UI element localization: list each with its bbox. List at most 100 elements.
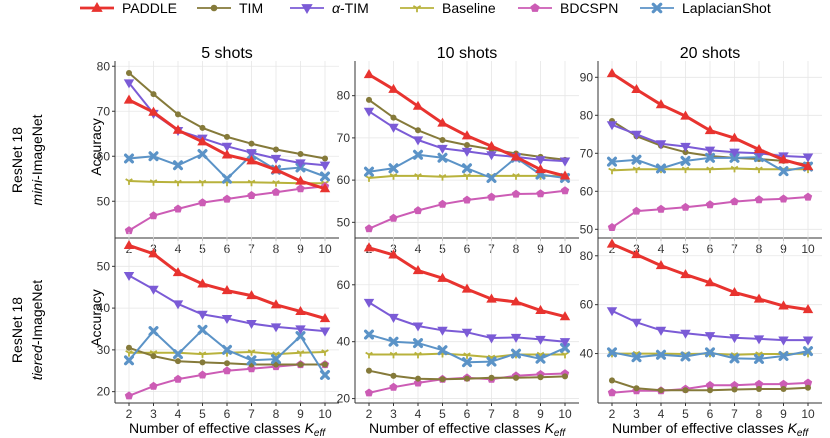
x-tick-label: 7 [488, 407, 495, 421]
data-point [463, 352, 471, 359]
data-point [363, 166, 375, 177]
y-tick-label: 80 [337, 89, 351, 103]
series-tim [125, 344, 329, 368]
legend-marker-pentagon [530, 3, 540, 12]
data-point [388, 249, 399, 259]
data-point [510, 333, 522, 343]
data-point [755, 385, 763, 393]
data-point [412, 338, 424, 349]
data-point [297, 150, 304, 158]
panel-r1-c1: 20 40 60 2 3 4 5 6 7 8 9 10 [337, 232, 579, 421]
legend-label-text: Baseline [442, 0, 496, 16]
data-point [221, 344, 233, 355]
data-point [730, 165, 739, 173]
row-label-tiered: ResNet 18 tiered-ImageNet [9, 280, 45, 381]
x-tick-label: 4 [415, 407, 422, 421]
x-tick-label: 5 [199, 407, 206, 421]
data-point [608, 167, 616, 175]
data-point [704, 146, 716, 156]
legend-marker-tri [412, 5, 422, 13]
x-tick-label: 10 [558, 407, 572, 421]
data-point [705, 200, 715, 209]
data-point [438, 174, 447, 181]
x-axis-label-sub: eff [554, 428, 566, 438]
data-point [197, 310, 208, 320]
data-point [388, 336, 399, 347]
data-point [319, 171, 331, 182]
data-point [319, 161, 331, 171]
data-point [729, 353, 740, 364]
data-point [272, 180, 280, 187]
data-point [463, 375, 471, 382]
data-point [222, 194, 232, 203]
data-point [486, 172, 497, 184]
data-point [364, 388, 374, 397]
legend-item-baseline: Baseline [400, 0, 496, 16]
data-point [246, 149, 257, 159]
data-point [486, 151, 497, 161]
x-tick-label: 9 [297, 407, 304, 421]
y-tick-label: 60 [97, 149, 111, 163]
data-point [197, 148, 208, 160]
data-point [123, 153, 135, 164]
y-tick-label: 70 [580, 146, 594, 160]
x-tick-label: 9 [537, 407, 544, 421]
legend: PADDLE TIM α-TIM Baseline BDCSPN LaplacianSho… [80, 0, 771, 16]
data-point [295, 305, 306, 316]
data-point [779, 379, 788, 388]
y-tick-label: 80 [580, 108, 594, 122]
panel-r1-c0: 20 30 40 50 2 3 4 5 6 7 8 9 10 [97, 232, 339, 421]
data-point [295, 175, 306, 185]
data-point [536, 189, 545, 198]
series-paddle [363, 242, 571, 321]
x-tick-label: 5 [682, 407, 689, 421]
x-tick-label: 6 [464, 407, 471, 421]
panels: 50 60 70 80 2 3 4 5 6 7 8 9 10 50 60 70 80 2 3 4 5 6 7 8 9 10 50 60… [97, 59, 822, 421]
data-point [729, 286, 740, 297]
data-point [606, 307, 618, 317]
data-point [296, 184, 305, 193]
data-point [778, 154, 789, 164]
data-point [295, 159, 306, 169]
data-point [270, 354, 282, 365]
data-point [680, 269, 691, 279]
data-point [125, 178, 133, 185]
data-point [631, 154, 642, 165]
data-point [803, 378, 813, 387]
column-title-5-shots: 5 shots [201, 45, 253, 62]
series-tim [363, 107, 571, 167]
data-point [246, 155, 257, 165]
data-point [804, 384, 812, 391]
data-point [680, 155, 691, 166]
data-point [197, 136, 208, 146]
data-point [412, 322, 424, 332]
series-laplacianshot [123, 324, 331, 380]
x-tick-label: 8 [273, 407, 280, 421]
data-point [705, 380, 715, 389]
data-point [390, 114, 397, 121]
data-point [149, 211, 158, 220]
y-tick-label: 50 [337, 215, 351, 229]
x-axis-label-symbol: K [788, 420, 798, 436]
data-point [631, 83, 642, 94]
data-point [486, 140, 497, 150]
legend-item-bdcspn: BDCSPN [518, 0, 618, 16]
legend-marker-circle [210, 4, 218, 12]
data-point [246, 290, 257, 300]
data-point [150, 91, 157, 98]
data-point [537, 374, 544, 381]
data-point [413, 206, 423, 215]
data-point [246, 355, 257, 366]
x-axis-labels: Number of effective classes Keff Number o… [129, 420, 809, 438]
data-point [172, 124, 184, 134]
legend-label-prefix: α [332, 0, 341, 16]
data-point [682, 149, 689, 156]
x-tick-label: 3 [633, 407, 640, 421]
data-point [608, 377, 616, 384]
data-point [438, 199, 447, 208]
y-axis-label-top: Accuracy [88, 118, 104, 176]
data-point [704, 152, 716, 163]
data-point [172, 349, 184, 360]
column-titles: 5 shots 10 shots 20 shots [201, 45, 740, 62]
legend-item-tim: α-TIM [290, 0, 369, 16]
